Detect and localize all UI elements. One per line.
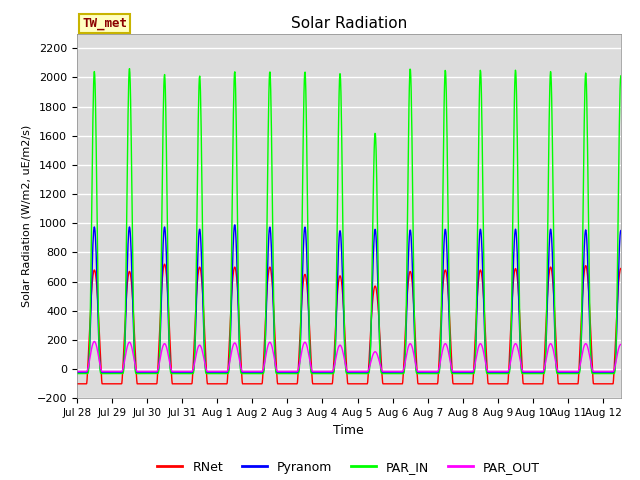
- PAR_IN: [485, 371, 493, 376]
- PAR_IN: [230, 78, 238, 84]
- PAR_OUT: [280, 369, 287, 374]
- PAR_IN: [125, 66, 133, 72]
- PAR_OUT: [73, 369, 81, 374]
- Pyranom: [485, 369, 493, 375]
- Line: Pyranom: Pyranom: [77, 225, 621, 372]
- PAR_OUT: [171, 369, 179, 374]
- PAR_OUT: [485, 369, 493, 374]
- Pyranom: [181, 369, 189, 375]
- Pyranom: [230, 230, 237, 236]
- RNet: [280, 381, 287, 387]
- Pyranom: [231, 222, 239, 228]
- RNet: [181, 381, 189, 387]
- RNet: [230, 265, 238, 271]
- X-axis label: Time: Time: [333, 424, 364, 437]
- Y-axis label: Solar Radiation (W/m2, uE/m2/s): Solar Radiation (W/m2, uE/m2/s): [21, 125, 31, 307]
- PAR_OUT: [617, 342, 625, 348]
- Pyranom: [545, 245, 553, 251]
- RNet: [485, 381, 493, 387]
- Pyranom: [73, 369, 81, 375]
- PAR_OUT: [230, 340, 238, 346]
- Pyranom: [171, 369, 179, 375]
- PAR_IN: [617, 73, 625, 79]
- RNet: [73, 381, 81, 387]
- RNet: [161, 261, 168, 267]
- PAR_IN: [73, 371, 81, 376]
- PAR_OUT: [545, 343, 553, 348]
- RNet: [171, 381, 179, 387]
- Legend: RNet, Pyranom, PAR_IN, PAR_OUT: RNet, Pyranom, PAR_IN, PAR_OUT: [152, 456, 545, 479]
- PAR_OUT: [181, 369, 189, 374]
- RNet: [545, 271, 553, 276]
- Text: TW_met: TW_met: [82, 17, 127, 30]
- PAR_OUT: [90, 338, 98, 344]
- Line: PAR_OUT: PAR_OUT: [77, 341, 621, 372]
- PAR_IN: [171, 371, 179, 376]
- PAR_IN: [181, 371, 189, 376]
- PAR_IN: [280, 371, 287, 376]
- Title: Solar Radiation: Solar Radiation: [291, 16, 407, 31]
- Line: PAR_IN: PAR_IN: [77, 69, 621, 373]
- Pyranom: [617, 228, 625, 233]
- Pyranom: [280, 369, 287, 375]
- Line: RNet: RNet: [77, 264, 621, 384]
- PAR_IN: [545, 121, 553, 127]
- RNet: [617, 265, 625, 271]
